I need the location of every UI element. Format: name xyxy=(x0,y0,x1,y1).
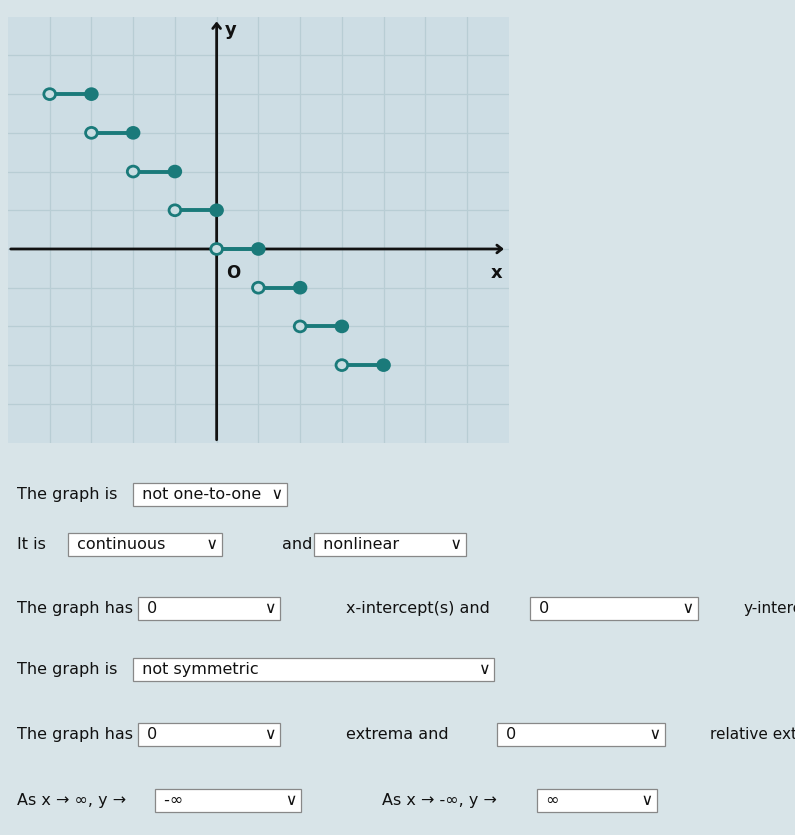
Text: It is: It is xyxy=(17,537,46,552)
Circle shape xyxy=(253,244,264,255)
Text: The graph is: The graph is xyxy=(17,662,118,677)
Text: nonlinear          ∨: nonlinear ∨ xyxy=(318,537,462,552)
Text: -∞                    ∨: -∞ ∨ xyxy=(159,793,297,808)
Text: 0                          ∨: 0 ∨ xyxy=(501,726,661,741)
Text: extrema and: extrema and xyxy=(346,726,448,741)
Circle shape xyxy=(86,89,97,99)
Text: ∞                ∨: ∞ ∨ xyxy=(541,793,653,808)
Text: not symmetric                                           ∨: not symmetric ∨ xyxy=(137,662,491,677)
Text: continuous        ∨: continuous ∨ xyxy=(72,537,218,552)
Text: The graph has: The graph has xyxy=(17,726,134,741)
Text: relative extrema.: relative extrema. xyxy=(710,726,795,741)
Text: y: y xyxy=(225,22,237,39)
Text: 0                     ∨: 0 ∨ xyxy=(142,601,276,616)
Text: 0                     ∨: 0 ∨ xyxy=(142,726,276,741)
Circle shape xyxy=(294,282,306,293)
Text: The graph is: The graph is xyxy=(17,488,118,503)
Circle shape xyxy=(336,321,347,331)
Text: x-intercept(s) and: x-intercept(s) and xyxy=(346,601,490,616)
Text: The graph has: The graph has xyxy=(17,601,134,616)
Text: O: O xyxy=(226,264,240,281)
Text: y-intercept(s).: y-intercept(s). xyxy=(743,601,795,616)
Circle shape xyxy=(253,282,264,293)
Text: x: x xyxy=(491,264,502,281)
Circle shape xyxy=(294,321,306,331)
Circle shape xyxy=(378,360,390,371)
Circle shape xyxy=(211,244,223,255)
Circle shape xyxy=(211,205,223,215)
Circle shape xyxy=(44,89,56,99)
Text: and: and xyxy=(282,537,312,552)
Circle shape xyxy=(336,360,347,371)
Text: not one-to-one  ∨: not one-to-one ∨ xyxy=(137,488,283,503)
Circle shape xyxy=(169,166,180,177)
Text: As x → -∞, y →: As x → -∞, y → xyxy=(382,793,496,808)
Text: As x → ∞, y →: As x → ∞, y → xyxy=(17,793,126,808)
Circle shape xyxy=(127,166,139,177)
Circle shape xyxy=(127,128,139,139)
Circle shape xyxy=(86,128,97,139)
Circle shape xyxy=(169,205,180,215)
Text: 0                          ∨: 0 ∨ xyxy=(534,601,695,616)
